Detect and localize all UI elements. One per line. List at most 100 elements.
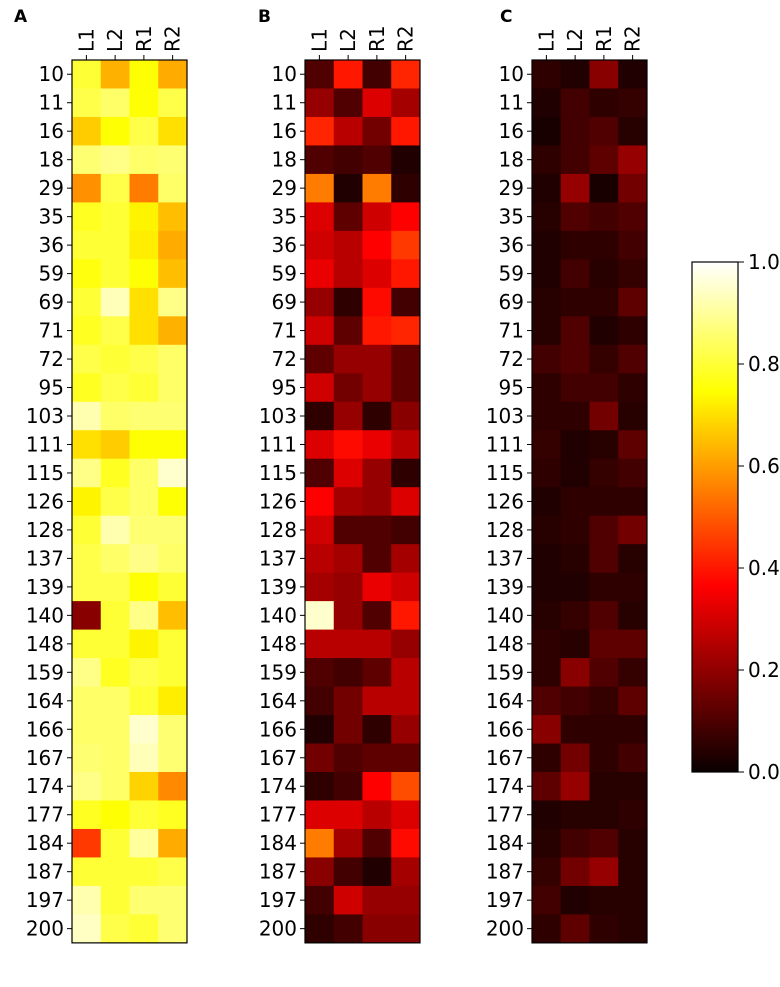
- heatmap-cell-a-16-r1: [129, 116, 159, 146]
- row-label-a-103: 103: [26, 404, 64, 428]
- heatmap-cell-a-177-r2: [158, 800, 188, 830]
- heatmap-cell-b-36-l1: [305, 230, 335, 260]
- heatmap-cell-a-167-l2: [100, 743, 130, 773]
- heatmap-cell-a-111-l1: [72, 430, 102, 460]
- row-label-b-16: 16: [272, 119, 297, 143]
- heatmap-cell-a-95-l2: [100, 373, 130, 403]
- heatmap-cell-a-103-r1: [129, 401, 159, 431]
- heatmap-cell-a-126-r1: [129, 487, 159, 517]
- heatmap-cell-c-10-l1: [532, 60, 562, 89]
- row-label-b-174: 174: [259, 774, 297, 798]
- heatmap-cell-b-29-r1: [362, 173, 392, 203]
- heatmap-cell-a-103-l1: [72, 401, 102, 431]
- heatmap-cell-a-111-r2: [158, 430, 188, 460]
- heatmap-cell-a-197-r1: [129, 885, 159, 915]
- heatmap-cell-b-115-r2: [391, 458, 421, 488]
- row-label-c-139: 139: [486, 575, 524, 599]
- heatmap-cell-a-29-l1: [72, 173, 102, 203]
- heatmap-cell-c-140-r1: [589, 601, 619, 630]
- heatmap-cell-a-159-r1: [129, 658, 159, 687]
- heatmap-cell-b-59-r2: [391, 259, 421, 289]
- heatmap-cell-c-126-l2: [560, 487, 590, 517]
- heatmap-cell-a-115-r2: [158, 458, 188, 488]
- heatmap-cell-b-126-l2: [333, 487, 363, 517]
- heatmap-cell-c-69-l1: [532, 287, 562, 317]
- heatmap-cell-a-137-l2: [100, 544, 130, 574]
- row-label-a-197: 197: [26, 888, 64, 912]
- heatmap-cell-a-103-r2: [158, 401, 188, 431]
- heatmap-cell-b-164-r2: [391, 686, 421, 716]
- row-label-c-18: 18: [499, 148, 524, 172]
- heatmap-cell-c-187-l2: [560, 857, 590, 887]
- heatmap-cell-c-159-l2: [560, 658, 590, 687]
- heatmap-cell-a-29-r2: [158, 173, 188, 203]
- colorbar-label-4: 0.8: [748, 352, 780, 376]
- heatmap-cell-b-139-r1: [362, 572, 392, 602]
- heatmap-cell-a-69-r1: [129, 287, 159, 317]
- heatmap-cell-a-18-r2: [158, 145, 188, 175]
- heatmap-cell-a-10-l2: [100, 60, 130, 89]
- heatmap-cell-c-159-l1: [532, 658, 562, 687]
- row-label-a-166: 166: [26, 717, 64, 741]
- heatmap-cell-a-18-l2: [100, 145, 130, 175]
- row-label-b-164: 164: [259, 689, 297, 713]
- heatmap-cell-b-59-r1: [362, 259, 392, 289]
- heatmap-cell-c-103-r1: [589, 401, 619, 431]
- heatmap-cell-b-103-r2: [391, 401, 421, 431]
- heatmap-cell-a-35-r2: [158, 202, 188, 232]
- heatmap-cell-c-164-r2: [618, 686, 648, 716]
- heatmap-cell-b-103-l2: [333, 401, 363, 431]
- heatmap-cell-c-187-r2: [618, 857, 648, 887]
- heatmap-cell-c-29-l2: [560, 173, 590, 203]
- heatmap-cell-b-200-r1: [362, 914, 392, 944]
- heatmap-cell-a-71-l1: [72, 316, 102, 346]
- heatmap-cell-c-16-l1: [532, 116, 562, 146]
- col-label-c-r2: R2: [621, 25, 645, 52]
- heatmap-cell-c-10-r1: [589, 60, 619, 89]
- row-label-a-184: 184: [26, 831, 64, 855]
- row-label-c-137: 137: [486, 546, 524, 570]
- heatmap-cell-b-139-l1: [305, 572, 335, 602]
- heatmap-cell-a-103-l2: [100, 401, 130, 431]
- heatmap-cell-a-36-r1: [129, 230, 159, 260]
- heatmap-cell-a-197-l2: [100, 885, 130, 915]
- heatmap-cell-c-187-r1: [589, 857, 619, 887]
- row-label-c-177: 177: [486, 803, 524, 827]
- row-label-b-148: 148: [259, 632, 297, 656]
- heatmap-cell-c-69-r2: [618, 287, 648, 317]
- heatmap-cell-c-71-l2: [560, 316, 590, 346]
- heatmap-cell-b-164-r1: [362, 686, 392, 716]
- heatmap-cell-c-164-l2: [560, 686, 590, 716]
- row-label-c-148: 148: [486, 632, 524, 656]
- col-label-a-l2: L2: [103, 28, 127, 52]
- heatmap-cell-b-200-r2: [391, 914, 421, 944]
- heatmap-cell-b-174-r1: [362, 772, 392, 801]
- heatmap-cell-b-187-r1: [362, 857, 392, 887]
- heatmap-cell-a-16-r2: [158, 116, 188, 146]
- heatmap-cell-b-164-l2: [333, 686, 363, 716]
- heatmap-cell-a-139-l1: [72, 572, 102, 602]
- heatmap-cell-c-111-l2: [560, 430, 590, 460]
- heatmap-cell-b-159-r1: [362, 658, 392, 687]
- heatmap-cell-b-10-r1: [362, 60, 392, 89]
- row-label-b-126: 126: [259, 489, 297, 513]
- heatmap-cell-c-166-r2: [618, 715, 648, 744]
- heatmap-cell-b-11-r1: [362, 88, 392, 118]
- heatmap-cell-a-200-r1: [129, 914, 159, 944]
- heatmap-cell-c-166-r1: [589, 715, 619, 744]
- heatmap-cell-b-128-l1: [305, 515, 335, 545]
- heatmap-cell-a-71-r1: [129, 316, 159, 346]
- heatmap-cell-b-115-r1: [362, 458, 392, 488]
- row-label-b-59: 59: [272, 262, 297, 286]
- heatmap-cell-b-126-l1: [305, 487, 335, 517]
- heatmap-cell-b-159-r2: [391, 658, 421, 687]
- heatmap-cell-b-197-r2: [391, 885, 421, 915]
- heatmap-cell-b-35-r2: [391, 202, 421, 232]
- heatmap-cell-a-111-l2: [100, 430, 130, 460]
- heatmap-cell-a-69-r2: [158, 287, 188, 317]
- heatmap-cell-c-36-r1: [589, 230, 619, 260]
- heatmap-cell-c-139-r2: [618, 572, 648, 602]
- heatmap-cell-b-164-l1: [305, 686, 335, 716]
- heatmap-cell-c-139-r1: [589, 572, 619, 602]
- heatmap-cell-c-128-l1: [532, 515, 562, 545]
